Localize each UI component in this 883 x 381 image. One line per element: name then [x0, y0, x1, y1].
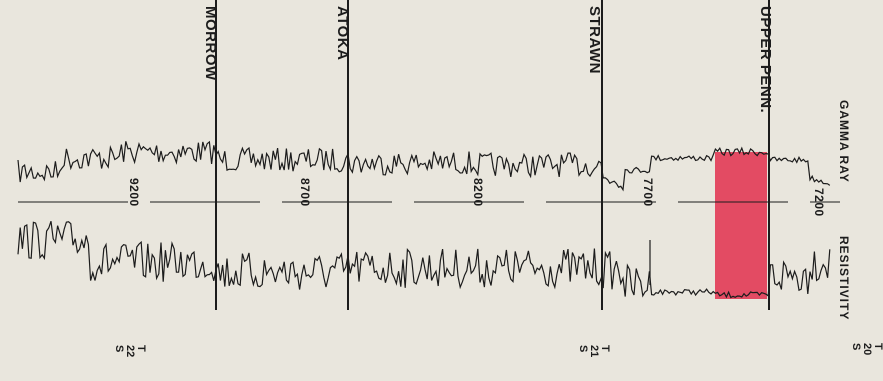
- depth-label: 9200: [127, 178, 141, 207]
- depth-label: 7700: [641, 178, 655, 207]
- township-label-21: T 21 S: [577, 345, 611, 358]
- highlight-interval: [715, 152, 767, 299]
- depth-label: 8200: [471, 178, 485, 207]
- depth-label: 7200: [812, 188, 826, 217]
- resistivity-label: RESISTIVITY: [837, 236, 851, 321]
- gamma-ray-label: GAMMA RAY: [837, 100, 851, 183]
- gamma-ray-curve: [17, 140, 831, 192]
- township-label-20: T 20 S: [850, 343, 883, 356]
- formation-label-morrow: MORROW: [202, 6, 219, 81]
- depth-label: 8700: [298, 178, 312, 207]
- formation-label-upper-penn: UPPER PENN.: [757, 6, 774, 114]
- resistivity-curve: [17, 221, 831, 299]
- formation-label-atoka: ATOKA: [334, 6, 351, 61]
- formation-label-strawn: STRAWN: [586, 6, 603, 74]
- township-label-22: T 22 S: [113, 345, 147, 358]
